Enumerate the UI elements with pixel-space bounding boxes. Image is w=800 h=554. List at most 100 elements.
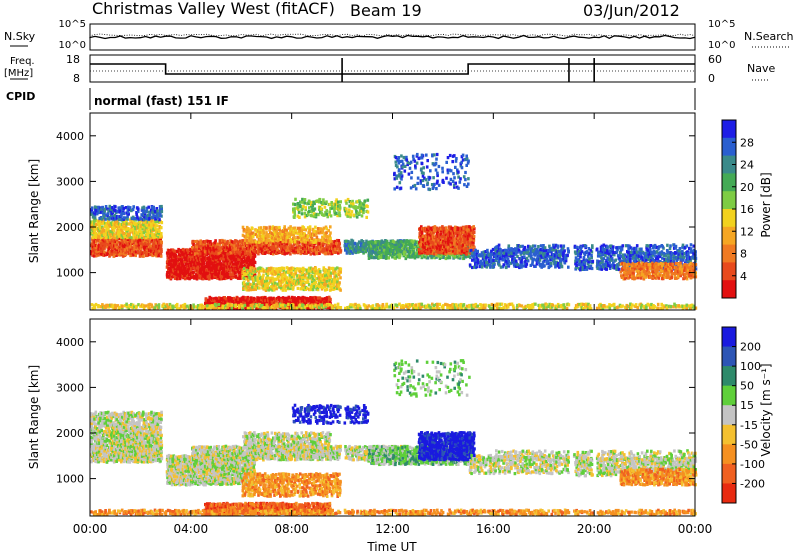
range-gate-cell [420, 240, 424, 244]
range-gate-cell [114, 233, 117, 238]
range-gate-cell [181, 274, 184, 278]
range-gate-cell [168, 255, 172, 259]
range-gate-cell [288, 240, 292, 244]
range-gate-cell [280, 245, 283, 249]
range-gate-cell [258, 273, 261, 277]
range-gate-cell [241, 251, 245, 255]
range-gate-cell [446, 232, 450, 236]
range-gate-cell [121, 240, 124, 244]
range-gate-cell [296, 231, 300, 235]
range-gate-cell [271, 247, 274, 251]
range-gate-cell [265, 279, 269, 283]
range-gate-cell [165, 273, 169, 277]
range-gate-cell [192, 239, 195, 244]
range-gate-cell [118, 253, 122, 257]
range-gate-cell [292, 246, 295, 250]
range-gate-cell [252, 296, 256, 300]
range-gate-cell [293, 237, 297, 242]
range-gate-cell [122, 252, 126, 256]
range-gate-cell [136, 251, 140, 255]
range-gate-cell [241, 298, 244, 302]
range-gate-cell [290, 297, 293, 301]
range-gate-cell [255, 243, 259, 247]
range-gate-cell [145, 224, 149, 228]
range-gate-cell [197, 267, 200, 272]
range-gate-cell [181, 262, 185, 266]
range-gate-cell [247, 278, 250, 282]
range-gate-cell [316, 288, 320, 292]
range-gate-cell [280, 298, 284, 302]
range-gate-cell [294, 269, 298, 273]
range-gate-cell [177, 255, 180, 259]
range-gate-cell [454, 228, 457, 232]
range-gate-cell [321, 298, 324, 302]
range-gate-cell [175, 249, 179, 253]
range-gate-cell [378, 243, 382, 247]
range-gate-cell [325, 273, 329, 277]
range-gate-cell [210, 301, 214, 305]
range-gate-cell [293, 301, 296, 305]
range-gate-cell [204, 297, 208, 301]
range-gate-cell [331, 266, 335, 270]
range-gate-cell [478, 253, 482, 257]
range-gate-cell [241, 253, 245, 257]
range-gate-cell [102, 218, 105, 222]
range-gate-cell [102, 216, 106, 220]
range-gate-cell [178, 252, 181, 256]
range-gate-cell [481, 262, 484, 266]
range-gate-cell [160, 232, 163, 236]
range-gate-cell [437, 243, 441, 247]
range-gate-cell [224, 242, 228, 247]
range-gate-cell [160, 206, 163, 211]
range-gate-cell [275, 241, 278, 245]
range-gate-cell [307, 269, 310, 273]
range-gate-cell [450, 231, 453, 235]
range-gate-cell [157, 241, 161, 245]
range-gate-cell [485, 256, 488, 260]
range-gate-cell [218, 259, 222, 263]
range-gate-cell [281, 296, 285, 300]
range-gate-cell [229, 239, 232, 243]
range-gate-cell [265, 231, 268, 235]
range-gate-cell [279, 266, 282, 271]
range-gate-cell [316, 277, 320, 281]
range-gate-cell [311, 248, 315, 252]
range-gate-cell [323, 278, 326, 282]
range-gate-cell [203, 267, 207, 271]
range-gate-cell [470, 235, 474, 239]
freq-trace [90, 58, 695, 82]
range-gate-cell [293, 296, 296, 300]
range-gate-cell [376, 252, 379, 256]
range-gate-cell [362, 242, 366, 246]
range-gate-cell [264, 298, 267, 303]
range-gate-cell [318, 277, 321, 281]
range-gate-cell [250, 283, 254, 287]
range-gate-cell [99, 249, 103, 253]
range-gate-cell [440, 254, 444, 258]
range-gate-cell [261, 237, 264, 241]
range-gate-cell [275, 284, 278, 288]
range-gate-cell [138, 245, 142, 249]
range-gate-cell [253, 267, 256, 271]
range-gate-cell [327, 252, 330, 256]
range-gate-cell [131, 208, 135, 212]
range-gate-cell [280, 266, 284, 270]
range-gate-cell [107, 235, 111, 239]
range-gate-cell [305, 299, 309, 303]
range-gate-cell [165, 265, 169, 269]
range-gate-cell [311, 296, 315, 300]
range-gate-cell [292, 249, 295, 253]
range-gate-cell [444, 252, 447, 256]
range-gate-cell [290, 272, 293, 276]
range-gate-cell [257, 252, 260, 256]
range-gate-cell [310, 240, 314, 244]
range-gate-cell [254, 287, 257, 291]
power-data [90, 152, 698, 311]
range-gate-cell [113, 226, 117, 230]
range-gate-cell [149, 246, 152, 250]
range-gate-cell [343, 239, 347, 243]
range-gate-cell [90, 244, 93, 248]
range-gate-cell [279, 286, 283, 290]
range-gate-cell [266, 284, 270, 288]
range-gate-cell [425, 245, 429, 250]
